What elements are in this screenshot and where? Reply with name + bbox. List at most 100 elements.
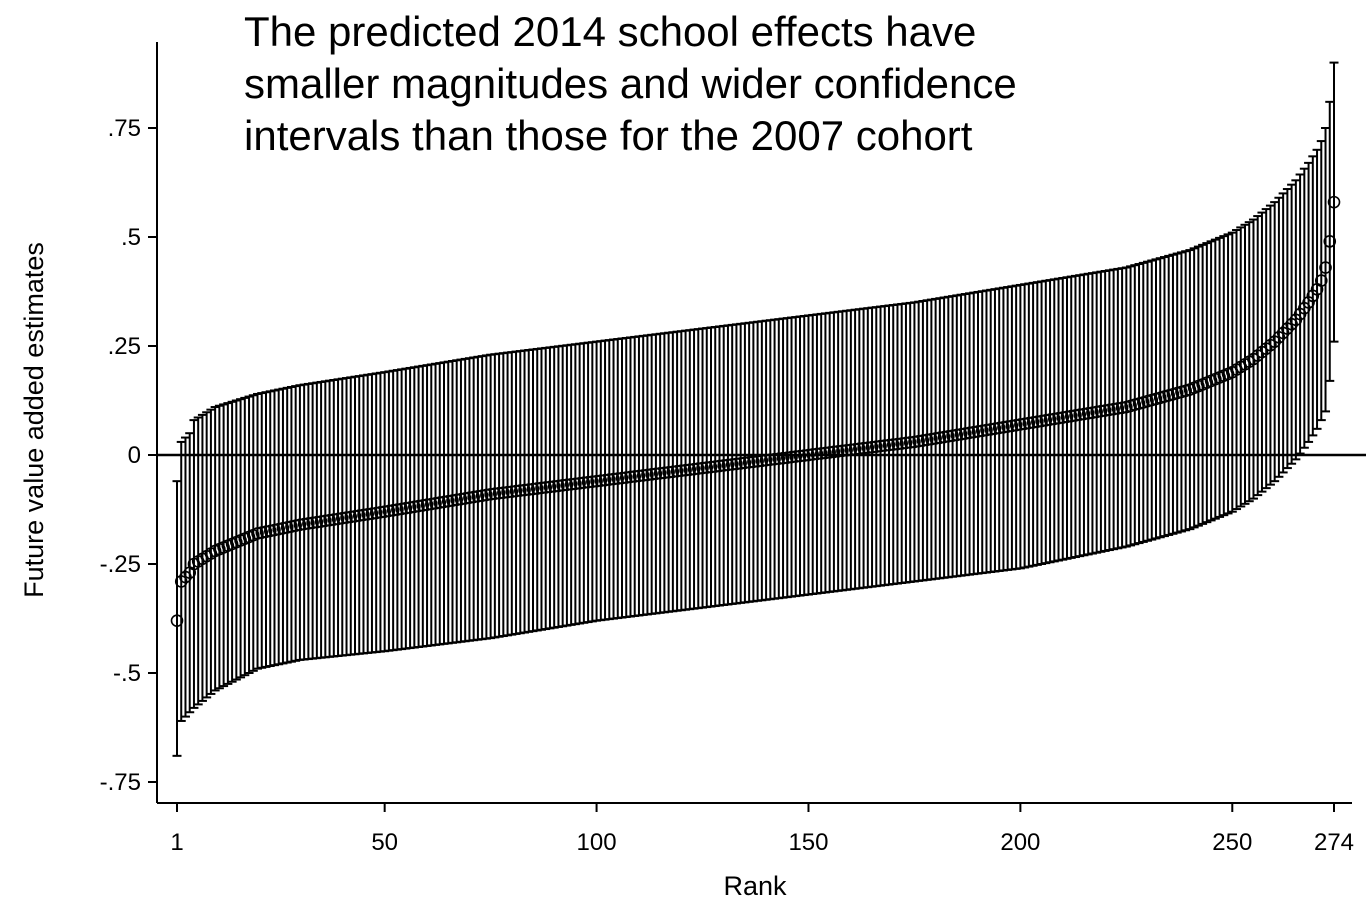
point-marker-255 xyxy=(1247,352,1260,366)
point-marker-271 xyxy=(1314,274,1328,287)
point-marker-59 xyxy=(416,499,430,512)
error-bar-235 xyxy=(1164,254,1174,536)
point-marker-49 xyxy=(374,506,387,519)
error-bar-246 xyxy=(1210,238,1220,520)
point-marker-269 xyxy=(1306,289,1320,303)
error-bar-249 xyxy=(1223,233,1233,515)
x-axis-title: Rank xyxy=(723,871,787,901)
point-marker-94 xyxy=(564,477,578,491)
point-marker-45 xyxy=(357,508,370,522)
y-tick-label: -.5 xyxy=(113,660,141,687)
point-marker-216 xyxy=(1081,407,1095,420)
point-marker-197 xyxy=(1001,420,1014,433)
y-tick-label: .25 xyxy=(108,333,141,360)
point-marker-30 xyxy=(293,518,307,532)
error-bar-1 xyxy=(172,480,182,757)
point-marker-189 xyxy=(967,425,981,439)
error-bar-245 xyxy=(1206,240,1216,522)
point-marker-213 xyxy=(1069,409,1082,422)
annotation-line: smaller magnitudes and wider confidence xyxy=(244,60,1017,107)
point-marker-66 xyxy=(446,494,459,507)
point-marker-204 xyxy=(1031,415,1044,428)
point-marker-143 xyxy=(772,452,786,465)
point-marker-89 xyxy=(543,480,557,494)
point-marker-170 xyxy=(886,438,900,451)
error-bar-227 xyxy=(1130,264,1140,546)
point-marker-83 xyxy=(518,483,531,497)
point-marker-172 xyxy=(895,437,909,450)
point-marker-133 xyxy=(730,457,743,471)
point-marker-210 xyxy=(1056,411,1070,424)
point-marker-182 xyxy=(937,430,951,444)
point-marker-207 xyxy=(1043,413,1057,426)
point-marker-53 xyxy=(391,503,404,516)
point-marker-167 xyxy=(874,439,887,453)
point-marker-258 xyxy=(1259,342,1273,355)
point-marker-99 xyxy=(586,475,599,488)
annotation-line: intervals than those for the 2007 cohort xyxy=(244,112,973,159)
point-marker-146 xyxy=(785,450,798,464)
point-marker-202 xyxy=(1022,416,1036,430)
point-marker-74 xyxy=(480,488,493,502)
point-marker-113 xyxy=(645,468,658,481)
point-marker-132 xyxy=(725,458,739,471)
point-marker-57 xyxy=(408,500,421,514)
point-marker-264 xyxy=(1285,317,1298,331)
error-bar-230 xyxy=(1143,260,1153,542)
error-bar-267 xyxy=(1299,167,1309,449)
point-marker-79 xyxy=(501,485,514,499)
x-tick-label: 1 xyxy=(170,829,183,856)
point-marker-173 xyxy=(899,436,913,450)
point-marker-109 xyxy=(628,470,642,483)
point-marker-110 xyxy=(632,469,646,483)
point-marker-196 xyxy=(997,420,1010,434)
error-bar-237 xyxy=(1172,252,1182,534)
point-marker-176 xyxy=(912,434,925,448)
point-marker-180 xyxy=(929,432,942,445)
point-marker-166 xyxy=(869,440,883,453)
point-marker-121 xyxy=(679,463,692,477)
point-marker-67 xyxy=(450,493,464,507)
point-marker-35 xyxy=(314,515,328,528)
point-marker-181 xyxy=(933,431,947,445)
point-marker-222 xyxy=(1107,402,1120,416)
error-bar-241 xyxy=(1189,247,1199,529)
point-marker-76 xyxy=(488,487,502,501)
point-marker-68 xyxy=(454,492,468,506)
point-marker-164 xyxy=(861,441,875,454)
point-marker-117 xyxy=(662,465,675,479)
error-bar-239 xyxy=(1181,250,1191,532)
point-marker-157 xyxy=(831,445,845,458)
point-marker-106 xyxy=(615,471,629,485)
point-marker-72 xyxy=(471,490,485,503)
point-marker-190 xyxy=(971,425,985,438)
x-tick-label: 250 xyxy=(1212,829,1252,856)
x-tick-label: 150 xyxy=(788,829,828,856)
error-bar-271 xyxy=(1316,140,1326,422)
point-marker-147 xyxy=(789,450,803,463)
point-marker-223 xyxy=(1111,402,1125,415)
point-marker-50 xyxy=(378,505,391,518)
point-marker-215 xyxy=(1077,407,1091,421)
y-axis-title: Future value added estimates xyxy=(19,242,49,598)
point-marker-85 xyxy=(526,482,540,496)
point-marker-188 xyxy=(963,426,976,440)
point-marker-107 xyxy=(619,471,633,484)
point-marker-1 xyxy=(170,614,184,627)
point-marker-155 xyxy=(823,446,836,459)
point-marker-183 xyxy=(942,430,955,443)
point-marker-184 xyxy=(946,429,959,442)
point-marker-217 xyxy=(1086,406,1099,419)
point-marker-187 xyxy=(958,427,972,440)
point-marker-174 xyxy=(903,436,917,449)
point-marker-37 xyxy=(323,513,336,527)
error-bar-229 xyxy=(1138,261,1148,543)
point-marker-93 xyxy=(560,478,574,492)
point-marker-205 xyxy=(1035,414,1048,428)
point-marker-91 xyxy=(552,479,565,493)
point-marker-193 xyxy=(984,423,998,436)
point-marker-218 xyxy=(1090,405,1103,419)
point-marker-63 xyxy=(433,496,447,509)
error-bar-274 xyxy=(1329,61,1339,343)
point-marker-69 xyxy=(458,492,472,505)
